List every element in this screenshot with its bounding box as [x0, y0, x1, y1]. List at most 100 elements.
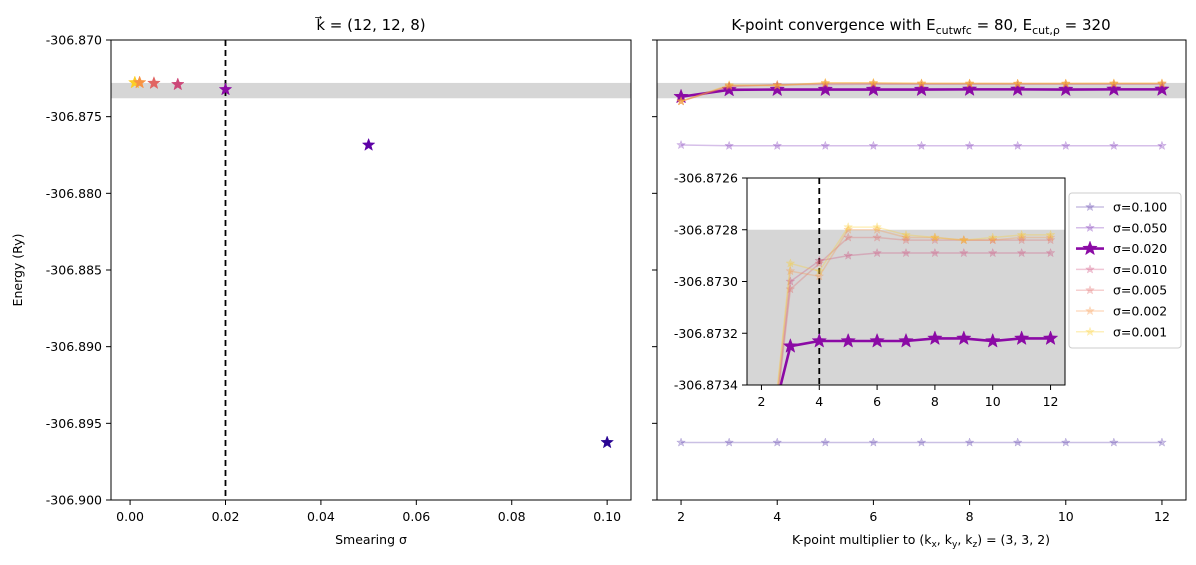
legend-marker	[1082, 240, 1098, 256]
series-point	[724, 80, 735, 91]
series-point	[1016, 247, 1027, 258]
series-σ=0.010	[778, 247, 1056, 385]
series-point	[956, 330, 972, 346]
series-point	[868, 77, 879, 88]
legend-marker	[1085, 326, 1095, 337]
series-point	[964, 78, 975, 88]
series-point	[1154, 81, 1170, 97]
legend-label: σ=0.001	[1113, 324, 1167, 339]
left-xlabel: Smearing σ	[335, 532, 407, 547]
series-point	[1060, 437, 1071, 447]
series-point	[927, 330, 943, 346]
legend-label: σ=0.050	[1113, 220, 1167, 235]
inset-axes: 2 4 6 8 10 12 -306.8726 -306.8728 -306.8730 -306…	[674, 171, 1066, 544]
series-point	[1108, 140, 1119, 151]
legend-entry: σ=0.005	[1076, 283, 1167, 298]
series-point	[872, 224, 883, 234]
series-line	[680, 82, 1162, 103]
inset-y-tick-label: -306.8732	[674, 326, 738, 341]
x-tick-label: 2	[677, 509, 685, 524]
series-line	[681, 144, 1162, 147]
data-point	[132, 75, 147, 89]
x-tick-label: 8	[966, 509, 974, 524]
series-point	[916, 78, 927, 88]
inset-x-tick-label: 2	[757, 394, 765, 409]
series-point	[1060, 78, 1071, 88]
series-σ=0.002	[757, 224, 1056, 544]
series-point	[724, 140, 735, 151]
series-point	[1013, 330, 1030, 346]
series-point	[814, 258, 825, 268]
series-σ=0.100	[676, 437, 1167, 447]
series-point	[929, 247, 940, 258]
series-point	[869, 332, 885, 348]
series-σ=0.001	[776, 221, 1056, 385]
series-σ=0.005	[778, 232, 1056, 385]
y-tick-label: -306.880	[46, 186, 102, 201]
series-point	[724, 79, 735, 90]
inset-y-tick-label: -306.8730	[674, 274, 738, 289]
y-tick-label: -306.890	[46, 339, 102, 354]
inset-y-tick-label: -306.8734	[674, 378, 738, 393]
series-point	[872, 232, 883, 242]
series-point	[1156, 79, 1167, 89]
series-σ=0.001	[676, 77, 1167, 106]
legend: σ=0.100 σ=0.050 σ=0.020 σ=0.010 σ=0.005 σ=0.0…	[1068, 192, 1182, 349]
legend-marker	[1085, 222, 1095, 233]
x-tick-label: 0.08	[498, 509, 526, 524]
left-title: k⃗ = (12, 12, 8)	[314, 15, 426, 34]
series-point	[820, 78, 831, 88]
reference-band	[111, 82, 631, 99]
series-point	[757, 536, 766, 544]
series-point	[1012, 78, 1023, 88]
series-point	[901, 247, 911, 258]
series-point	[872, 247, 883, 258]
legend-label: σ=0.005	[1113, 283, 1167, 298]
y-tick-label: -306.870	[46, 33, 102, 48]
series-point	[987, 234, 998, 245]
x-tick-label: 0.04	[307, 509, 335, 524]
series-point	[958, 234, 969, 245]
series-point	[1108, 78, 1119, 88]
series-point	[1016, 234, 1027, 245]
series-point	[676, 437, 687, 447]
series-point	[724, 81, 735, 91]
series-point	[987, 247, 998, 258]
series-σ=0.050	[676, 139, 1167, 151]
series-point	[964, 78, 975, 88]
series-point	[772, 437, 783, 447]
series-point	[1060, 78, 1071, 88]
series-point	[843, 250, 854, 260]
legend-box	[1068, 192, 1182, 349]
x-tick-label: 0.06	[402, 509, 430, 524]
series-point	[929, 234, 940, 245]
data-point	[218, 82, 233, 96]
series-point	[820, 79, 831, 89]
series-line	[777, 229, 1051, 385]
series-point	[1045, 232, 1056, 242]
series-point	[820, 77, 831, 88]
x-tick-label: 10	[1058, 509, 1074, 524]
series-point	[1045, 229, 1056, 240]
x-tick-label: 0.00	[116, 509, 144, 524]
legend-entry: σ=0.050	[1076, 220, 1167, 235]
series-point	[811, 332, 828, 348]
series-point	[868, 140, 879, 151]
series-point	[772, 140, 783, 151]
series-point	[1009, 81, 1026, 97]
series-line	[776, 226, 1051, 385]
series-point	[958, 234, 969, 245]
series-point	[872, 221, 883, 232]
inset-y-tick-label: -306.8728	[674, 222, 738, 237]
inset-reference-band	[747, 229, 1065, 385]
series-point	[785, 284, 796, 294]
right-title: K-point convergence with Ecutwfc = 80, E…	[731, 16, 1110, 37]
series-point	[901, 232, 911, 242]
series-σ=0.020	[673, 81, 1170, 104]
series-point	[843, 224, 854, 234]
series-point	[820, 140, 831, 151]
series-point	[913, 81, 930, 97]
series-line	[778, 252, 1051, 385]
data-point	[361, 137, 376, 151]
